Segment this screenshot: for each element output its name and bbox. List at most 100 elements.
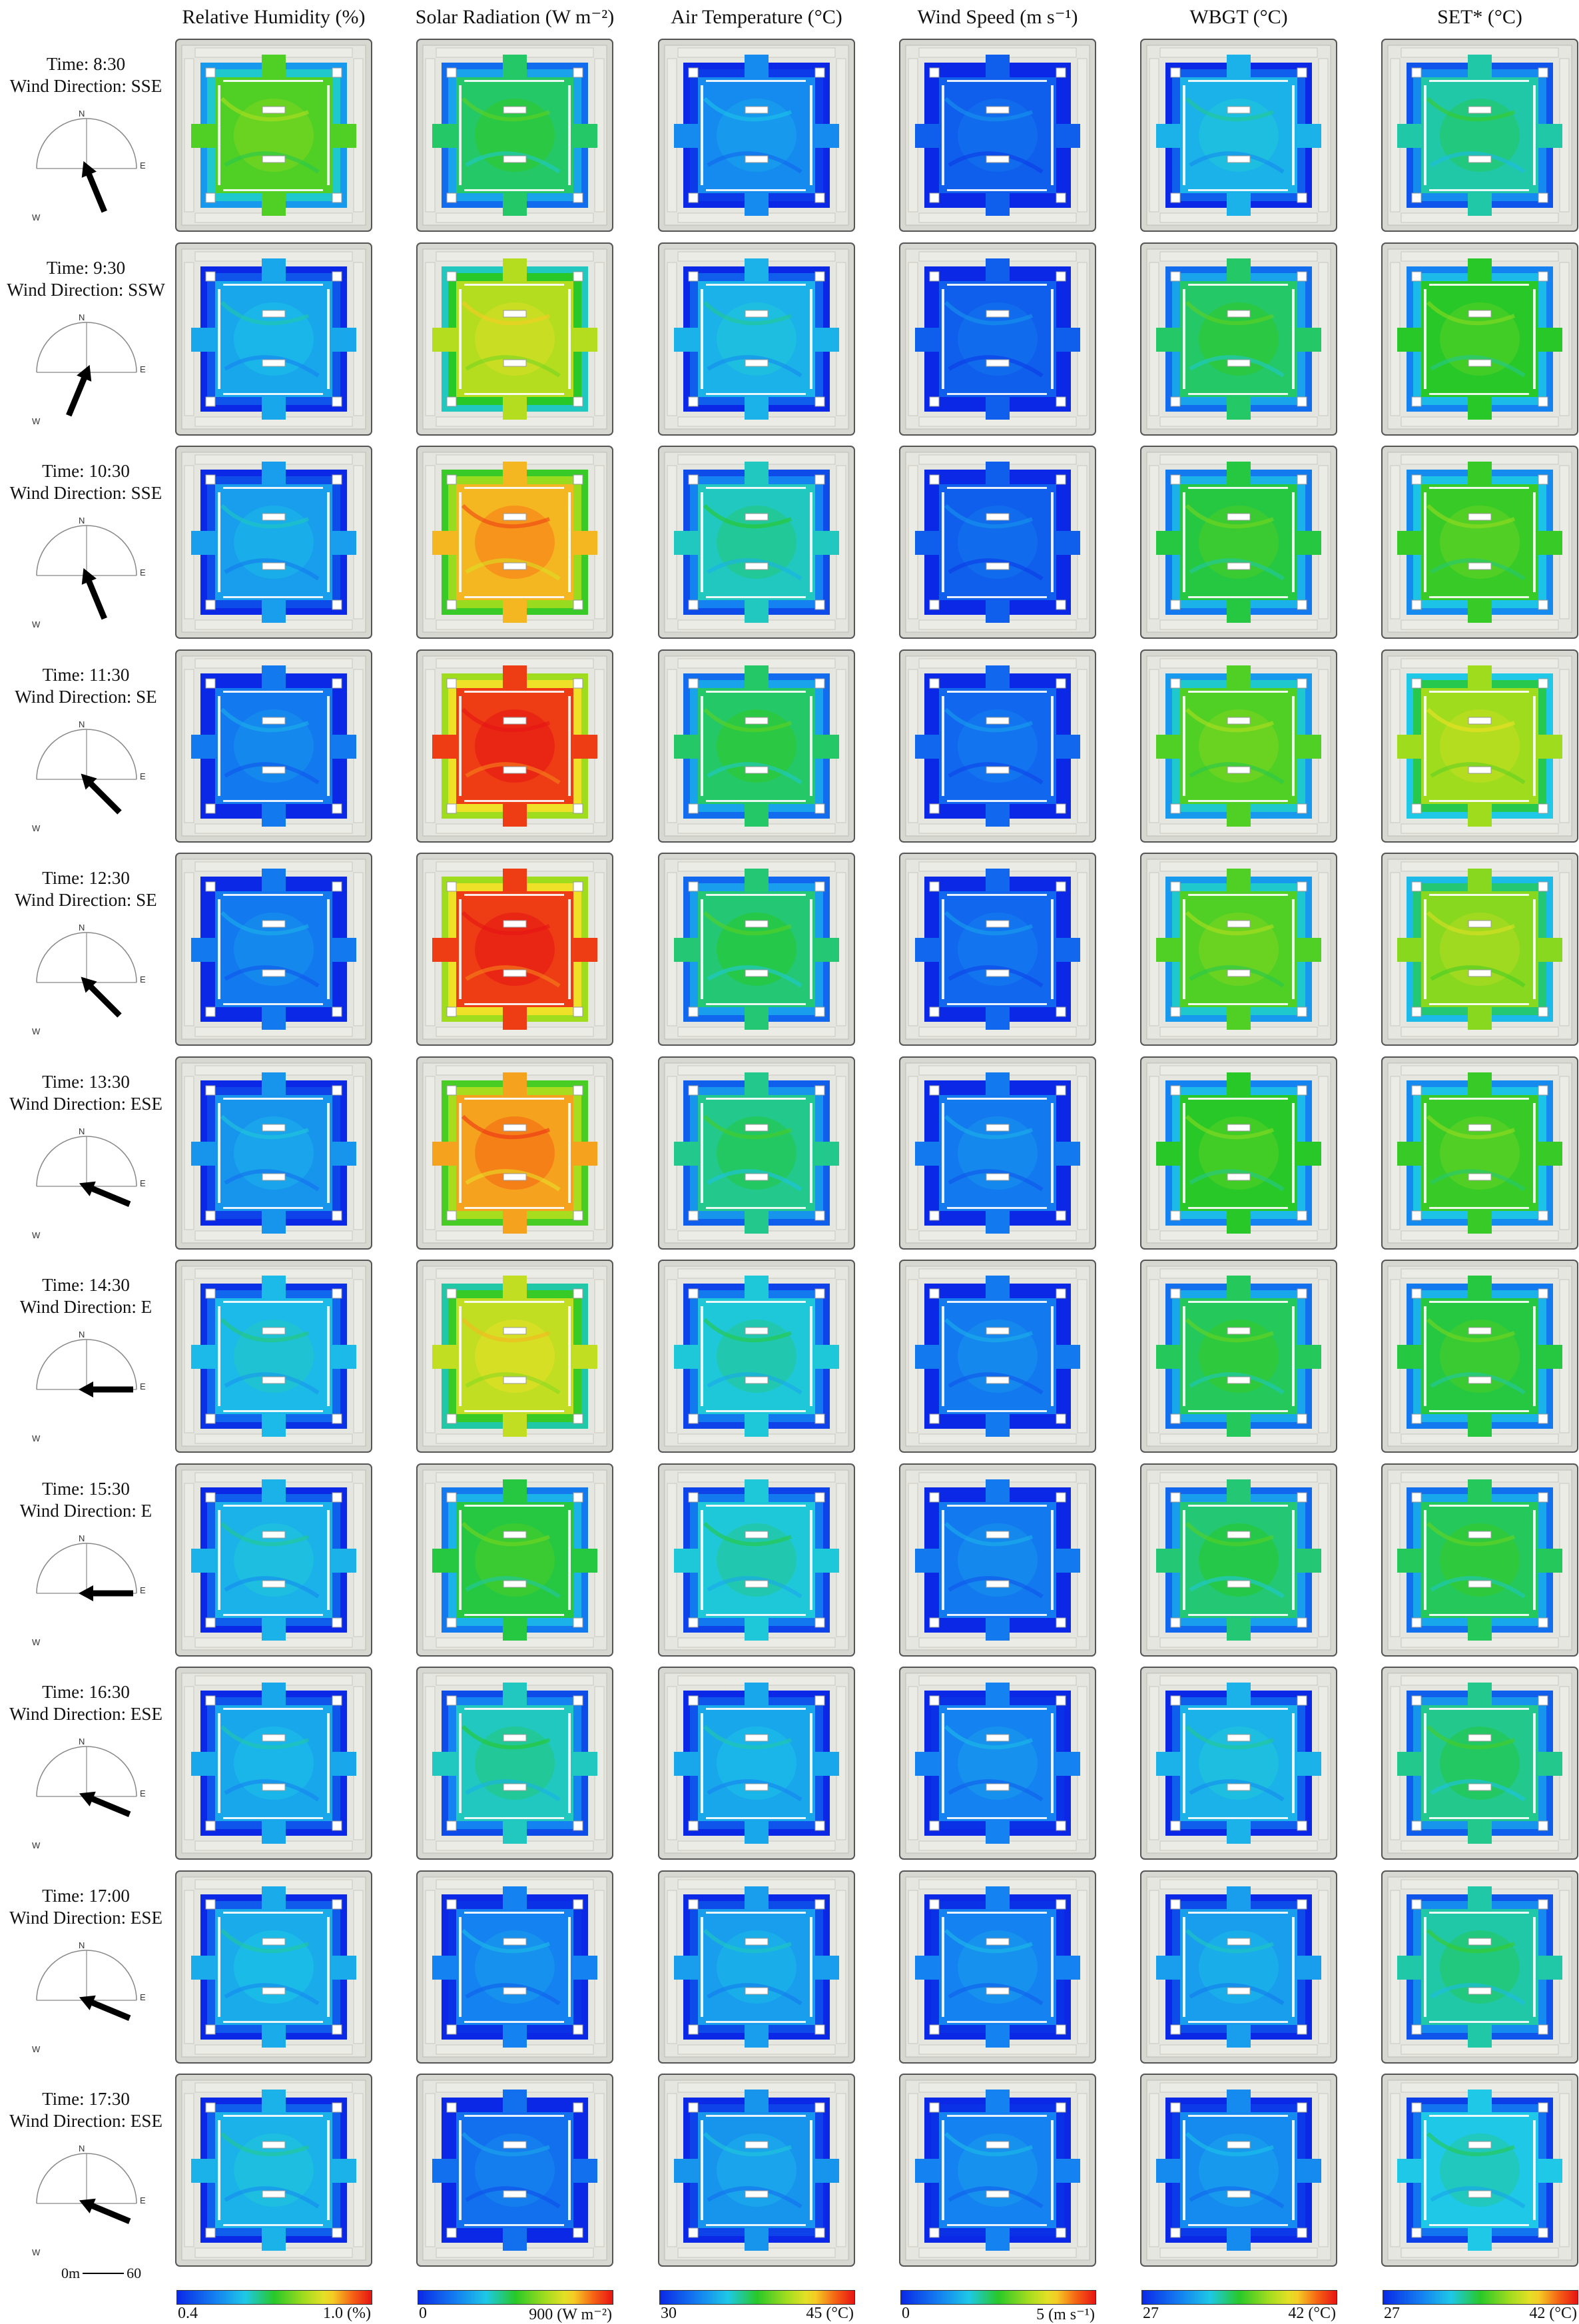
map-panel-ws [899, 1667, 1096, 1860]
compass-letter-n: N [79, 923, 85, 933]
map-ws-3 [899, 649, 1096, 843]
compass-letter-e: E [140, 364, 146, 374]
map-panel-rh [175, 242, 372, 436]
time-label: Time: 13:30 [42, 1071, 130, 1092]
time-label: Time: 15:30 [42, 1478, 130, 1499]
map-sr-0 [416, 39, 613, 232]
map-panel-wbgt [1140, 242, 1337, 436]
map-panel-wbgt [1140, 2074, 1337, 2267]
compass-letter-w: W [32, 1230, 41, 1240]
map-panel-set [1381, 1870, 1578, 2064]
row-label-8: Time: 16:30 Wind Direction: ESE [0, 1681, 172, 1725]
map-ta-8 [658, 1667, 855, 1860]
map-panel-sr [416, 649, 613, 843]
map-panel-ta [658, 2074, 855, 2267]
column-header-ta: Air Temperature (°C) [671, 6, 842, 28]
map-panel-ta [658, 1667, 855, 1860]
colorbar-min-wbgt: 27 [1143, 2305, 1159, 2322]
map-panel-ta [658, 649, 855, 843]
map-wbgt-8 [1140, 1667, 1337, 1860]
scale-start: 0m [61, 2265, 81, 2281]
wind-direction-label: Wind Direction: ESE [9, 1704, 162, 1724]
wind-compass: N E W [13, 509, 160, 629]
map-panel-sr [416, 1870, 613, 2064]
row-label-0: Time: 8:30 Wind Direction: SSE [0, 53, 172, 97]
map-sr-7 [416, 1463, 613, 1657]
map-wbgt-0 [1140, 39, 1337, 232]
map-panel-sr [416, 1260, 613, 1453]
map-ta-5 [658, 1056, 855, 1250]
map-ws-8 [899, 1667, 1096, 1860]
time-label: Time: 17:00 [42, 1885, 130, 1906]
map-panel-set [1381, 446, 1578, 639]
map-sr-9 [416, 1870, 613, 2064]
map-ta-0 [658, 39, 855, 232]
colorbar-max-rh: 1.0 (%) [323, 2305, 371, 2322]
map-panel-ta [658, 39, 855, 232]
compass-letter-e: E [140, 974, 146, 984]
map-panel-rh [175, 1463, 372, 1657]
map-sr-1 [416, 242, 613, 436]
map-panel-ws [899, 1870, 1096, 2064]
map-wbgt-2 [1140, 446, 1337, 639]
compass-stroke [83, 574, 107, 620]
wind-compass: N E W [13, 916, 160, 1036]
wind-arrow-head [81, 161, 97, 178]
time-label: Time: 12:30 [42, 868, 130, 888]
compass-letter-e: E [140, 568, 146, 578]
map-panel-sr [416, 853, 613, 1046]
wind-arrow-head [81, 976, 97, 993]
scale-line [83, 2272, 125, 2274]
wind-compass: N E W [13, 1527, 160, 1647]
scale-end: 60 [127, 2265, 142, 2281]
row-label-3: Time: 11:30 Wind Direction: SE [0, 664, 172, 708]
map-wbgt-4 [1140, 853, 1337, 1046]
map-ws-5 [899, 1056, 1096, 1250]
compass-letter-w: W [32, 212, 41, 222]
map-panel-set [1381, 1463, 1578, 1657]
compass-letter-e: E [140, 1381, 146, 1391]
time-label: Time: 16:30 [42, 1682, 130, 1702]
map-panel-set [1381, 242, 1578, 436]
map-panel-wbgt [1140, 649, 1337, 843]
map-ta-6 [658, 1260, 855, 1453]
map-set-3 [1381, 649, 1578, 843]
colorbar-min-sr: 0 [419, 2305, 427, 2322]
map-panel-ws [899, 1056, 1096, 1250]
map-panel-wbgt [1140, 446, 1337, 639]
colorbar-max-wbgt: 42 (°C) [1288, 2305, 1336, 2322]
wind-arrow-head [79, 1791, 96, 1806]
wind-arrow-head [79, 1585, 93, 1601]
map-panel-sr [416, 242, 613, 436]
map-rh-6 [175, 1260, 372, 1453]
map-rh-3 [175, 649, 372, 843]
map-panel-set [1381, 2074, 1578, 2267]
colorbar-min-rh: 0.4 [178, 2305, 198, 2322]
map-sr-4 [416, 853, 613, 1046]
wind-compass: N E W [13, 713, 160, 833]
wind-direction-label: Wind Direction: E [19, 1500, 153, 1521]
map-panel-rh [175, 853, 372, 1046]
row-label-4: Time: 12:30 Wind Direction: SE [0, 867, 172, 911]
compass-letter-e: E [140, 771, 146, 781]
map-ws-9 [899, 1870, 1096, 2064]
colorbar-min-ws: 0 [902, 2305, 910, 2322]
compass-letter-w: W [32, 823, 41, 833]
compass-letter-e: E [140, 1585, 146, 1595]
map-panel-ws [899, 1463, 1096, 1657]
map-set-7 [1381, 1463, 1578, 1657]
map-panel-ta [658, 242, 855, 436]
compass-stroke [85, 1997, 131, 2021]
wind-compass: N E W [13, 1323, 160, 1443]
compass-letter-n: N [79, 2143, 85, 2153]
row-label-7: Time: 15:30 Wind Direction: E [0, 1478, 172, 1522]
map-panel-wbgt [1140, 1056, 1337, 1250]
map-wbgt-7 [1140, 1463, 1337, 1657]
map-wbgt-10 [1140, 2074, 1337, 2267]
wind-compass: N E W [13, 1730, 160, 1850]
map-panel-rh [175, 1667, 372, 1860]
wind-direction-label: Wind Direction: SE [15, 890, 157, 910]
wind-compass: N E W [13, 306, 160, 426]
wind-compass: N E W [13, 1934, 160, 2054]
colorbar-rh [176, 2290, 372, 2305]
